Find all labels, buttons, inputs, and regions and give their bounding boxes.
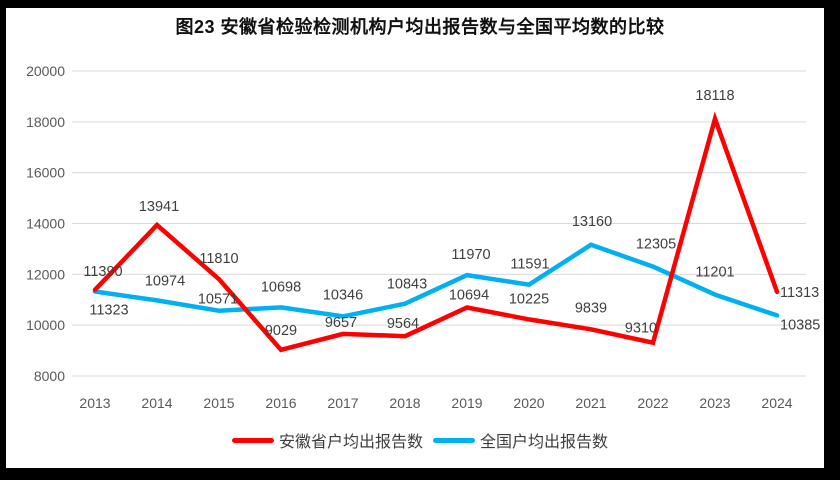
data-label: 10694 bbox=[449, 288, 489, 304]
data-label: 12305 bbox=[636, 237, 676, 253]
national-series-line bbox=[92, 242, 780, 319]
data-label: 11591 bbox=[510, 257, 549, 273]
legend-label-national: 全国户均出报告数 bbox=[480, 434, 609, 451]
data-label: 11390 bbox=[83, 264, 122, 280]
data-label: 11323 bbox=[89, 303, 128, 319]
data-label: 9310 bbox=[625, 321, 657, 337]
y-axis-tick-label: 16000 bbox=[26, 165, 65, 181]
data-label: 18118 bbox=[695, 88, 734, 104]
y-axis-tick-label: 14000 bbox=[26, 216, 65, 232]
anhui-series-line-icon bbox=[231, 437, 274, 443]
x-axis-tick-label: 2018 bbox=[389, 395, 420, 411]
data-label: 11313 bbox=[780, 285, 819, 301]
data-label: 10974 bbox=[145, 273, 185, 289]
national-series-line-icon bbox=[433, 437, 475, 443]
y-axis-tick-label: 18000 bbox=[26, 114, 65, 130]
data-label: 11810 bbox=[199, 251, 238, 267]
data-label: 10843 bbox=[387, 277, 427, 293]
y-axis-tick-label: 10000 bbox=[26, 317, 65, 333]
data-label: 10225 bbox=[509, 291, 549, 307]
x-axis-tick-label: 2016 bbox=[265, 395, 296, 411]
legend-item-national: 全国户均出报告数 bbox=[433, 428, 608, 452]
y-axis-tick-label: 20000 bbox=[26, 63, 65, 79]
chart-title: 图23 安徽省检验检测机构户均出报告数与全国平均数的比较 bbox=[175, 17, 665, 37]
data-label: 11201 bbox=[695, 265, 734, 281]
x-axis-tick-label: 2022 bbox=[637, 395, 668, 411]
x-axis-tick-label: 2020 bbox=[513, 395, 544, 411]
data-label: 13160 bbox=[572, 214, 612, 230]
x-axis-tick-label: 2013 bbox=[79, 395, 110, 411]
data-label: 9839 bbox=[575, 300, 607, 316]
data-label: 9657 bbox=[325, 315, 357, 331]
x-axis-tick-label: 2019 bbox=[451, 395, 482, 411]
data-label: 10346 bbox=[323, 287, 363, 303]
x-axis-tick-label: 2024 bbox=[761, 395, 792, 411]
y-axis-tick-label: 8000 bbox=[34, 368, 65, 384]
anhui-series-line bbox=[92, 111, 780, 353]
data-label: 9029 bbox=[265, 323, 297, 339]
x-axis-tick-label: 2023 bbox=[699, 395, 730, 411]
y-axis-tick-label: 12000 bbox=[26, 266, 65, 282]
x-axis-tick-label: 2021 bbox=[575, 395, 606, 411]
x-axis-tick-label: 2014 bbox=[141, 395, 172, 411]
data-label: 10698 bbox=[261, 279, 301, 295]
chart-legend: 安徽省户均出报告数 全国户均出报告数 bbox=[0, 428, 840, 452]
data-label: 10385 bbox=[780, 317, 820, 333]
legend-item-anhui: 安徽省户均出报告数 bbox=[231, 428, 423, 452]
data-label: 10571 bbox=[198, 292, 238, 308]
x-axis-tick-label: 2015 bbox=[203, 395, 234, 411]
legend-label-anhui: 安徽省户均出报告数 bbox=[278, 434, 423, 451]
data-label: 11970 bbox=[451, 247, 490, 263]
data-label: 13941 bbox=[139, 199, 179, 215]
x-axis-tick-label: 2017 bbox=[327, 395, 358, 411]
data-label: 9564 bbox=[387, 316, 419, 332]
